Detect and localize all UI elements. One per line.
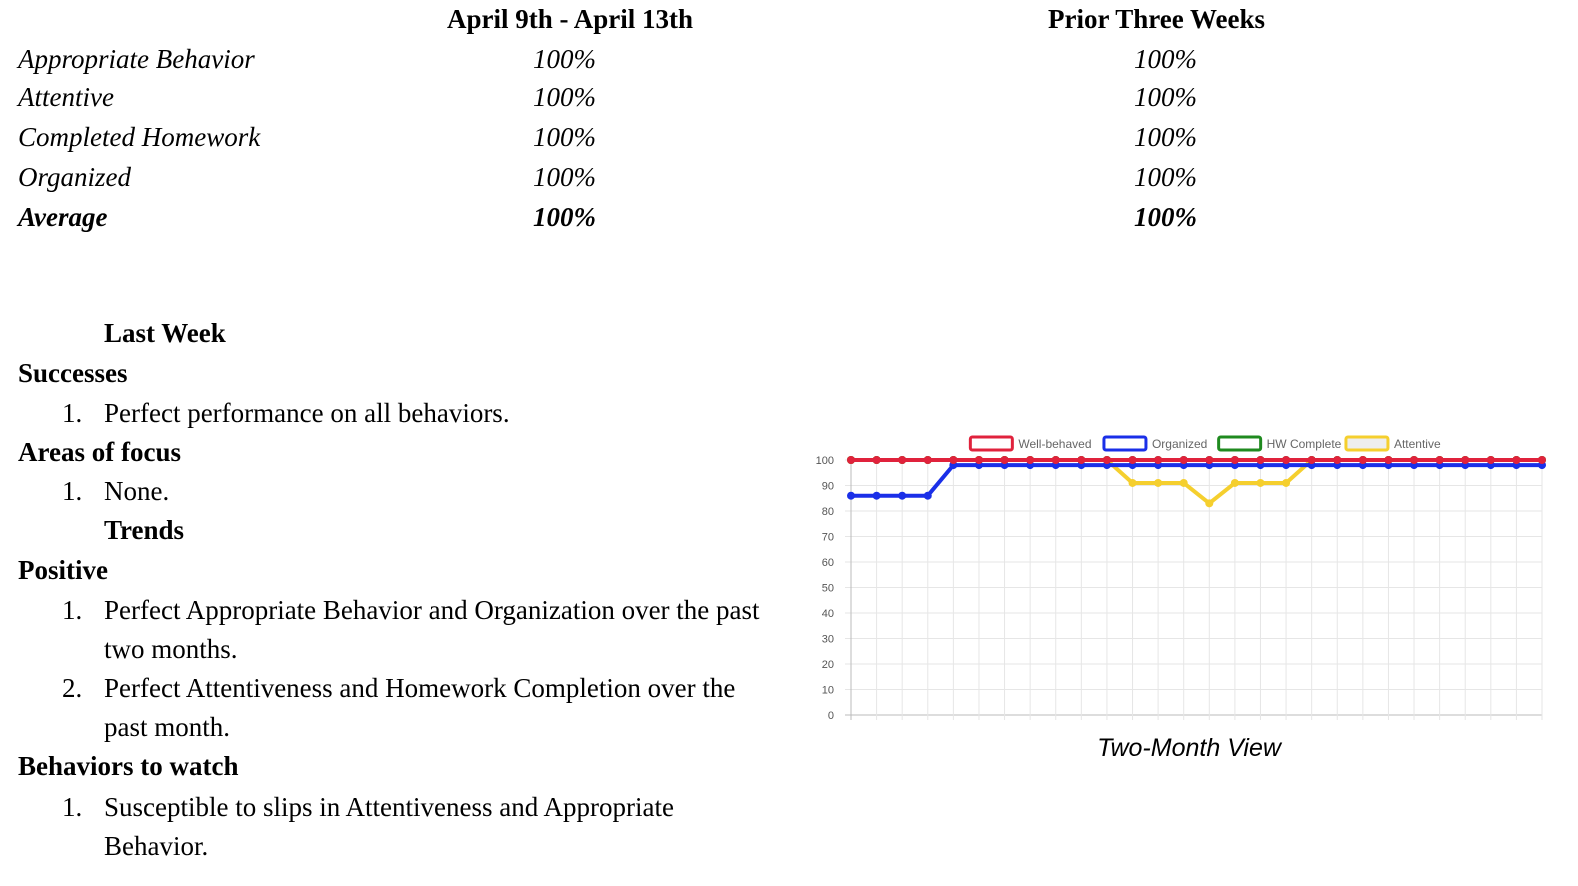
y-tick-label: 100	[816, 455, 834, 467]
data-point	[1256, 478, 1265, 487]
row-label-attentive: Attentive	[18, 82, 114, 112]
data-point	[898, 491, 907, 500]
list-number: 1.	[62, 476, 83, 506]
data-point	[1026, 456, 1035, 464]
data-point	[1410, 456, 1419, 464]
data-point	[1435, 456, 1444, 464]
data-point	[1358, 456, 1367, 464]
row-value-prior: 100%	[1134, 122, 1197, 152]
data-point	[1282, 478, 1291, 487]
column-header-current-week: April 9th - April 13th	[447, 4, 694, 34]
data-point	[1128, 478, 1137, 487]
y-tick-label: 20	[822, 659, 834, 671]
data-point	[1179, 478, 1188, 487]
legend-swatch	[1102, 435, 1148, 452]
y-tick-label: 80	[822, 506, 834, 518]
y-tick-label: 40	[822, 608, 834, 620]
data-point	[1102, 456, 1111, 464]
data-point	[1179, 456, 1188, 464]
data-point	[974, 456, 983, 464]
data-point	[872, 456, 881, 464]
row-label-organized: Organized	[18, 162, 131, 192]
y-tick-label: 10	[822, 685, 834, 697]
data-point	[1538, 456, 1546, 464]
legend-swatch	[968, 435, 1014, 452]
positive-heading: Positive	[18, 555, 108, 585]
legend-label: Attentive	[1394, 437, 1441, 451]
data-point	[1333, 456, 1342, 464]
row-value-current: 100%	[533, 122, 596, 152]
column-header-prior-weeks: Prior Three Weeks	[1048, 4, 1265, 34]
data-point	[898, 456, 907, 464]
data-point	[1384, 456, 1393, 464]
legend-label: Organized	[1152, 437, 1207, 451]
successes-heading: Successes	[18, 358, 128, 388]
focus-item: None.	[104, 476, 170, 506]
y-tick-label: 60	[822, 557, 834, 569]
data-point	[949, 456, 958, 464]
row-value-prior-average: 100%	[1134, 202, 1197, 232]
y-tick-label: 30	[822, 634, 834, 646]
row-value-current-average: 100%	[533, 202, 596, 232]
row-value-prior: 100%	[1134, 44, 1197, 74]
row-value-prior: 100%	[1134, 82, 1197, 112]
last-week-heading: Last Week	[104, 318, 226, 348]
series-line-organized	[851, 463, 1542, 498]
data-point	[1077, 456, 1086, 464]
row-value-current: 100%	[533, 44, 596, 74]
row-value-current: 100%	[533, 162, 596, 192]
line-chart: 0 10 20 30 40 50 60 70 80 90 100 Well-behaved Organi…	[816, 435, 1546, 722]
data-point	[847, 456, 855, 464]
data-point	[1230, 456, 1239, 464]
positive-item: Perfect Appropriate Behavior and Organiz…	[104, 595, 760, 664]
legend-swatch	[1217, 435, 1263, 452]
success-item: Perfect performance on all behaviors.	[104, 398, 510, 428]
row-label-average: Average	[18, 202, 108, 232]
data-point	[923, 456, 932, 464]
data-point	[1000, 456, 1009, 464]
data-point	[1205, 456, 1214, 464]
legend-label: HW Complete	[1267, 437, 1342, 451]
watch-item: Susceptible to slips in Attentiveness an…	[104, 792, 674, 861]
y-tick-label: 50	[822, 583, 834, 595]
two-month-chart: 0 10 20 30 40 50 60 70 80 90 100 Well-behaved Organi…	[808, 428, 1570, 773]
trends-heading: Trends	[104, 515, 185, 545]
data-point	[1205, 499, 1214, 508]
data-point	[1154, 478, 1163, 487]
row-value-current: 100%	[533, 82, 596, 112]
positive-item: Perfect Attentiveness and Homework Compl…	[104, 673, 736, 742]
data-point	[1512, 456, 1521, 464]
data-point	[1128, 456, 1137, 464]
y-tick-label: 70	[822, 532, 834, 544]
behaviors-to-watch-heading: Behaviors to watch	[18, 751, 239, 781]
data-point	[1282, 456, 1291, 464]
data-point	[847, 491, 855, 500]
y-tick-label: 90	[822, 481, 834, 493]
data-point	[1486, 456, 1495, 464]
row-value-prior: 100%	[1134, 162, 1197, 192]
data-point	[1230, 478, 1239, 487]
legend-label: Well-behaved	[1018, 437, 1091, 451]
legend-swatch	[1344, 435, 1390, 452]
data-point	[1256, 456, 1265, 464]
row-label-completed-homework: Completed Homework	[18, 122, 261, 152]
list-number: 1.	[62, 595, 83, 625]
data-point	[872, 491, 881, 500]
areas-of-focus-heading: Areas of focus	[18, 437, 181, 467]
data-point	[1154, 456, 1163, 464]
list-number: 2.	[62, 673, 83, 703]
list-number: 1.	[62, 792, 83, 822]
list-number: 1.	[62, 398, 83, 428]
data-point	[1051, 456, 1060, 464]
chart-caption: Two-Month View	[1097, 734, 1281, 762]
data-point	[923, 491, 932, 500]
data-point	[1307, 456, 1316, 464]
y-tick-label: 0	[828, 710, 834, 722]
data-point	[1461, 456, 1470, 464]
row-label-appropriate-behavior: Appropriate Behavior	[18, 44, 255, 74]
